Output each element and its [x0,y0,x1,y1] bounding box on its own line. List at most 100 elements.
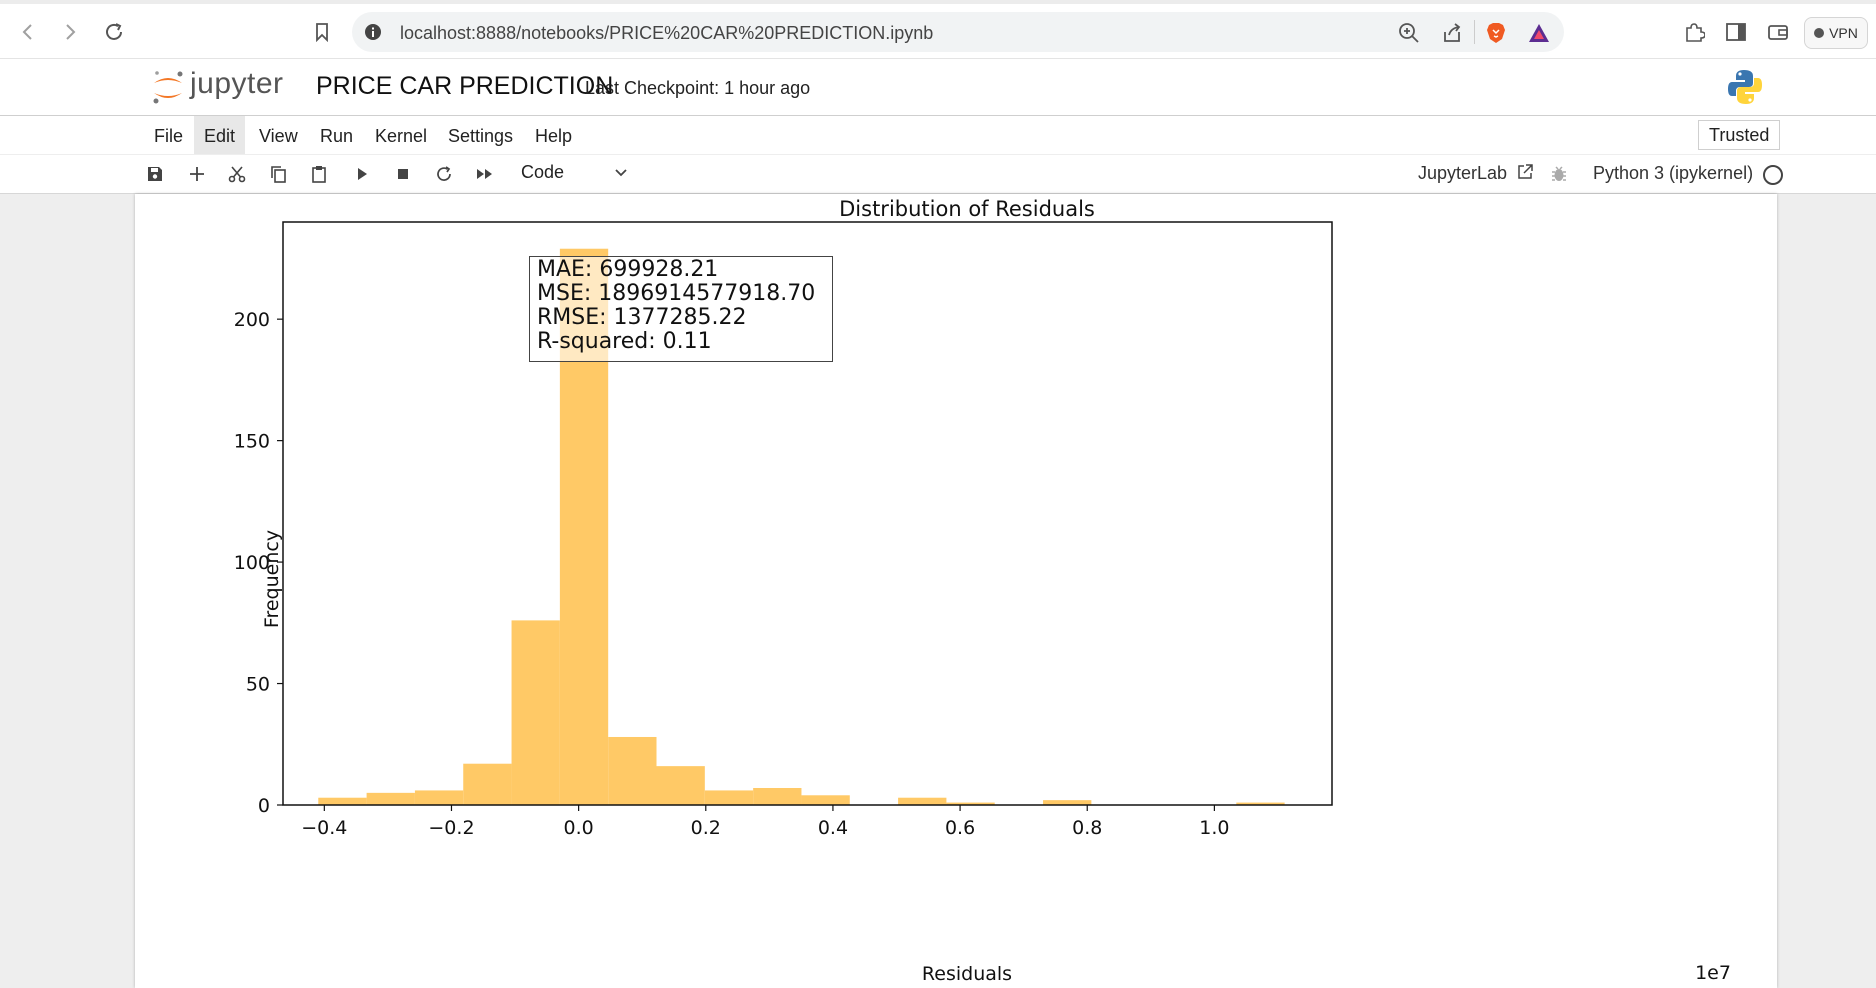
back-button[interactable] [14,18,42,46]
mse-text: MSE: 1896914577918.70 [537,281,816,306]
histogram-bar [753,787,802,805]
sidebar-button[interactable] [1722,18,1750,46]
address-bar[interactable]: localhost:8888/notebooks/PRICE%20CAR%20P… [352,12,1564,52]
menu-settings[interactable]: Settings [448,126,514,146]
histogram-bar [608,736,657,805]
run-cell-button[interactable] [349,161,375,187]
python-logo-icon [1728,70,1762,104]
histogram-bar [898,797,947,805]
checkpoint-status: Last Checkpoint: 1 hour ago [585,78,811,98]
insert-cell-button[interactable] [184,161,210,187]
histogram-bar [511,620,560,805]
histogram-bar [656,766,705,805]
jupyter-brand-text[interactable]: jupyter [190,67,284,100]
menu-run[interactable]: Run [320,126,354,146]
r-squared-text: R-squared: 0.11 [537,329,712,354]
jupyter-header: jupyter PRICE CAR PREDICTION Last Checkp… [0,59,1876,116]
plot-area-frame [282,221,1333,806]
x-axis-ticks: −0.4 −0.2 0.0 0.2 0.4 0.6 0.8 1.0 [301,805,1229,839]
y-tick-label: 0 [258,795,270,817]
metrics-annotation: MAE: 699928.21 MSE: 1896914577918.70 RMS… [529,256,833,362]
cell-output: −0.4 −0.2 0.0 0.2 0.4 0.6 0.8 1.0 0 50 100 150 200 … [135,194,1777,988]
histogram-bars [318,248,1285,805]
menu-kernel[interactable]: Kernel [375,126,428,146]
histogram-bar [704,790,754,805]
residuals-histogram: −0.4 −0.2 0.0 0.2 0.4 0.6 0.8 1.0 050100150200 … [234,197,1731,985]
extensions-button[interactable] [1680,18,1708,46]
vpn-label: VPN [1829,25,1858,41]
reload-icon [106,23,122,40]
menu-file[interactable]: File [154,126,184,146]
restart-run-all-button[interactable] [472,161,498,187]
brave-lion-icon [1487,23,1505,43]
restart-icon [437,166,451,181]
interrupt-kernel-button[interactable] [390,161,416,187]
plus-icon [190,167,204,181]
save-button[interactable] [142,161,168,187]
copy-icon [271,166,286,183]
jupyterlab-label: JupyterLab [1418,163,1508,183]
histogram-bar [801,795,850,805]
x-tick-label: 0.0 [564,817,594,839]
rewards-triangle-icon [1529,24,1549,42]
kernel-name[interactable]: Python 3 (ipykernel) [1593,163,1754,183]
bookmark-icon [316,23,328,42]
site-info-icon[interactable] [364,23,382,41]
rmse-text: RMSE: 1377285.22 [537,305,747,330]
address-bar-divider [1474,20,1475,44]
y-axis-ticks: 0 50 100 150 200 [234,309,283,817]
notebook-title[interactable]: PRICE CAR PREDICTION [316,72,614,100]
x-tick-label: −0.2 [428,817,474,839]
open-jupyterlab-link[interactable]: JupyterLab [1418,163,1534,184]
notebook-area: −0.4 −0.2 0.0 0.2 0.4 0.6 0.8 1.0 0 50 100 150 200 … [0,194,1876,988]
histogram-bar [318,797,367,805]
y-tick-label: 100 [234,552,270,574]
wallet-button[interactable] [1764,18,1792,46]
cut-cell-button[interactable] [224,161,250,187]
menu-view[interactable]: View [259,126,298,146]
chevron-down-icon[interactable] [612,163,630,181]
external-link-icon [1518,164,1533,179]
bookmark-button[interactable] [308,18,336,46]
share-button[interactable] [1439,20,1465,46]
kernel-status-icon [1763,165,1783,185]
menu-bar: File Edit View Run Kernel Settings Help [0,116,1876,154]
vpn-status-icon [1814,28,1825,38]
x-tick-label: 0.4 [818,817,848,839]
vpn-button[interactable]: VPN [1804,17,1868,49]
cell-type-select[interactable]: Code [521,162,565,182]
histogram-bar [366,792,415,805]
histogram-bar [463,763,512,805]
copy-cell-button[interactable] [265,161,291,187]
forward-button[interactable] [56,18,84,46]
x-tick-label: 1.0 [1199,817,1229,839]
paste-cell-button[interactable] [306,161,332,187]
fast-forward-icon [477,169,492,179]
histogram-bar [946,802,995,805]
chevron-left-icon [22,24,32,40]
scissors-icon [228,166,246,183]
brave-shields-button[interactable] [1483,20,1509,46]
restart-kernel-button[interactable] [431,161,457,187]
x-tick-label: 0.8 [1072,817,1102,839]
sidebar-icon [1726,23,1746,41]
reload-button[interactable] [100,18,128,46]
y-axis-label: Frequency [261,530,283,628]
play-icon [358,168,367,180]
trusted-indicator[interactable]: Trusted [1698,120,1781,150]
x-tick-label: 0.6 [945,817,975,839]
menu-edit[interactable]: Edit [194,116,246,154]
menu-help[interactable]: Help [535,126,573,146]
notebook-toolbar: Code JupyterLab Python 3 (ipykernel) [0,155,1876,194]
zoom-in-icon [1399,23,1419,43]
brave-rewards-button[interactable] [1526,20,1552,46]
zoom-button[interactable] [1396,20,1422,46]
y-tick-label: 200 [234,309,270,331]
debugger-bug-icon[interactable] [1550,165,1568,183]
mae-text: MAE: 699928.21 [537,257,719,282]
x-axis-label: Residuals [922,963,1012,985]
jupyter-logo-icon[interactable] [150,67,186,107]
histogram-bar [1043,800,1092,805]
url-text[interactable]: localhost:8888/notebooks/PRICE%20CAR%20P… [400,23,934,43]
browser-toolbar: localhost:8888/notebooks/PRICE%20CAR%20P… [0,0,1876,59]
